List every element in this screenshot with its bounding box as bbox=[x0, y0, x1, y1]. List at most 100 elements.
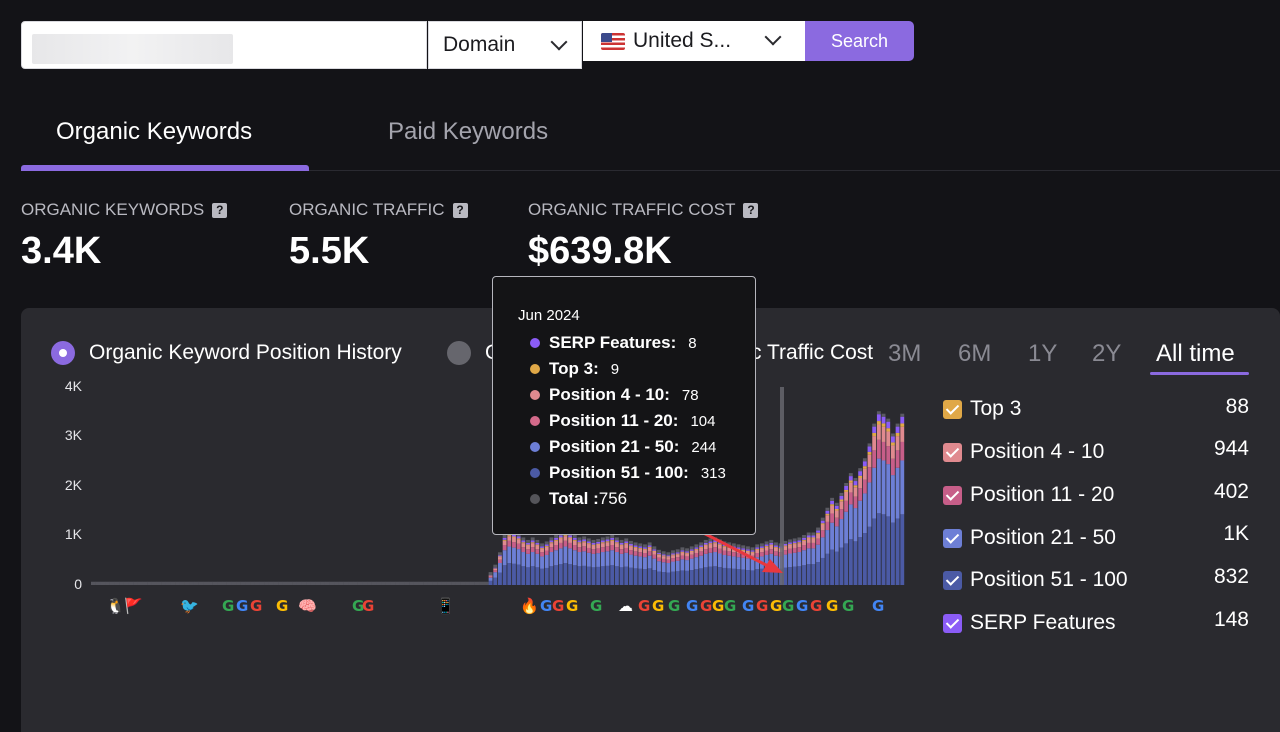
chart-bar-segment[interactable] bbox=[727, 568, 732, 585]
chart-bar-segment[interactable] bbox=[661, 562, 666, 573]
checkbox-icon[interactable] bbox=[943, 570, 962, 590]
chart-bar-segment[interactable] bbox=[526, 544, 530, 546]
google-icon[interactable]: G bbox=[700, 597, 713, 615]
chart-bar-segment[interactable] bbox=[708, 544, 713, 548]
google-icon[interactable]: G bbox=[756, 597, 769, 615]
chart-bar-baseline[interactable] bbox=[437, 581, 443, 585]
chart-bar-segment[interactable] bbox=[643, 569, 647, 585]
chart-bar-segment[interactable] bbox=[745, 550, 750, 552]
legend-top-3[interactable]: Top 3 bbox=[943, 397, 1021, 421]
chart-bar-segment[interactable] bbox=[783, 543, 788, 546]
chart-bar-segment[interactable] bbox=[502, 550, 507, 566]
chart-bar-segment[interactable] bbox=[680, 555, 685, 560]
chart-bar-segment[interactable] bbox=[582, 565, 587, 585]
chart-bar-segment[interactable] bbox=[703, 567, 708, 585]
chart-bar-segment[interactable] bbox=[759, 552, 764, 557]
chart-bar-segment[interactable] bbox=[797, 540, 802, 543]
chart-bar-segment[interactable] bbox=[774, 568, 778, 585]
chart-bar-segment[interactable] bbox=[783, 545, 788, 547]
chart-bar-segment[interactable] bbox=[816, 538, 820, 545]
chart-bar-segment[interactable] bbox=[535, 553, 540, 568]
chart-bar-segment[interactable] bbox=[624, 547, 629, 553]
chart-bar-segment[interactable] bbox=[872, 518, 877, 585]
chart-bar-segment[interactable] bbox=[502, 565, 507, 585]
chart-bar-segment[interactable] bbox=[540, 556, 544, 569]
chart-bar-segment[interactable] bbox=[890, 458, 895, 476]
chart-bar-segment[interactable] bbox=[699, 568, 704, 585]
chart-bar-segment[interactable] bbox=[516, 539, 521, 544]
chart-bar-segment[interactable] bbox=[657, 554, 661, 558]
chart-bar-segment[interactable] bbox=[722, 546, 727, 547]
chart-bar-baseline[interactable] bbox=[91, 581, 96, 585]
chart-bar-segment[interactable] bbox=[516, 536, 521, 539]
chart-bar-baseline[interactable] bbox=[315, 581, 321, 585]
chart-bar-segment[interactable] bbox=[586, 544, 591, 548]
chart-bar-segment[interactable] bbox=[811, 538, 816, 543]
chart-bar-segment[interactable] bbox=[671, 571, 675, 585]
chart-bar-baseline[interactable] bbox=[446, 581, 452, 585]
chart-bar-segment[interactable] bbox=[563, 535, 568, 537]
chart-bar-segment[interactable] bbox=[764, 546, 769, 551]
chart-bar-segment[interactable] bbox=[596, 548, 601, 554]
chart-bar-segment[interactable] bbox=[582, 546, 587, 552]
google-icon[interactable]: G bbox=[842, 597, 855, 615]
chart-bar-baseline[interactable] bbox=[264, 581, 269, 585]
chart-bar-segment[interactable] bbox=[586, 543, 591, 545]
chart-bar-segment[interactable] bbox=[848, 504, 853, 540]
chart-bar-baseline[interactable] bbox=[390, 581, 396, 585]
chart-bar-segment[interactable] bbox=[694, 547, 699, 549]
google-icon[interactable]: G bbox=[540, 597, 553, 615]
chart-bar-segment[interactable] bbox=[876, 421, 881, 425]
chart-bar-segment[interactable] bbox=[652, 550, 657, 552]
chart-bar-segment[interactable] bbox=[722, 567, 727, 585]
google-icon[interactable]: G bbox=[638, 597, 651, 615]
chart-bar-segment[interactable] bbox=[792, 547, 797, 553]
chart-bar-segment[interactable] bbox=[572, 545, 577, 551]
chart-bar-segment[interactable] bbox=[741, 549, 746, 551]
chart-bar-segment[interactable] bbox=[563, 540, 568, 547]
chart-bar-baseline[interactable] bbox=[273, 581, 279, 585]
chart-bar-baseline[interactable] bbox=[100, 581, 106, 585]
chart-bar-baseline[interactable] bbox=[128, 581, 134, 585]
chart-bar-segment[interactable] bbox=[745, 551, 750, 555]
chart-bar-segment[interactable] bbox=[811, 542, 816, 549]
chart-bar-segment[interactable] bbox=[624, 543, 629, 545]
chart-bar-segment[interactable] bbox=[512, 537, 516, 543]
chart-bar-segment[interactable] bbox=[759, 546, 764, 548]
chart-bar-segment[interactable] bbox=[886, 464, 891, 517]
checkbox-icon[interactable] bbox=[943, 485, 962, 505]
chart-bar-segment[interactable] bbox=[844, 486, 849, 490]
chart-bar-baseline[interactable] bbox=[367, 581, 372, 585]
chart-bar-segment[interactable] bbox=[811, 537, 816, 539]
chart-bar-segment[interactable] bbox=[540, 552, 544, 557]
help-icon[interactable]: ? bbox=[743, 202, 759, 218]
chart-bar-segment[interactable] bbox=[788, 567, 792, 585]
chart-bar-segment[interactable] bbox=[544, 544, 549, 547]
chart-bar-segment[interactable] bbox=[713, 542, 718, 544]
chart-bar-segment[interactable] bbox=[577, 540, 582, 543]
chart-bar-baseline[interactable] bbox=[418, 581, 424, 585]
chart-bar-segment[interactable] bbox=[526, 542, 530, 545]
chart-bar-segment[interactable] bbox=[830, 500, 835, 505]
chart-bar-segment[interactable] bbox=[549, 542, 554, 544]
chart-bar-segment[interactable] bbox=[759, 547, 764, 549]
chart-bar-segment[interactable] bbox=[638, 552, 643, 557]
serp-feature-icon[interactable]: 🐧 bbox=[106, 597, 125, 615]
chart-bar-segment[interactable] bbox=[675, 552, 680, 554]
chart-bar-segment[interactable] bbox=[488, 577, 493, 581]
chart-bar-segment[interactable] bbox=[619, 545, 624, 550]
chart-bar-segment[interactable] bbox=[867, 482, 872, 527]
chart-bar-segment[interactable] bbox=[853, 496, 858, 509]
chart-bar-segment[interactable] bbox=[848, 539, 853, 585]
chart-bar-baseline[interactable] bbox=[474, 581, 480, 585]
chart-bar-segment[interactable] bbox=[802, 537, 806, 540]
chart-bar-segment[interactable] bbox=[862, 466, 867, 469]
chart-bar-segment[interactable] bbox=[549, 547, 554, 553]
chart-bar-segment[interactable] bbox=[685, 560, 690, 571]
chart-bar-segment[interactable] bbox=[619, 567, 624, 585]
chart-bar-segment[interactable] bbox=[680, 551, 685, 553]
chart-bar-segment[interactable] bbox=[881, 416, 886, 424]
chart-bar-segment[interactable] bbox=[526, 553, 530, 568]
chart-bar-baseline[interactable] bbox=[250, 581, 255, 585]
chart-bar-baseline[interactable] bbox=[310, 581, 316, 585]
